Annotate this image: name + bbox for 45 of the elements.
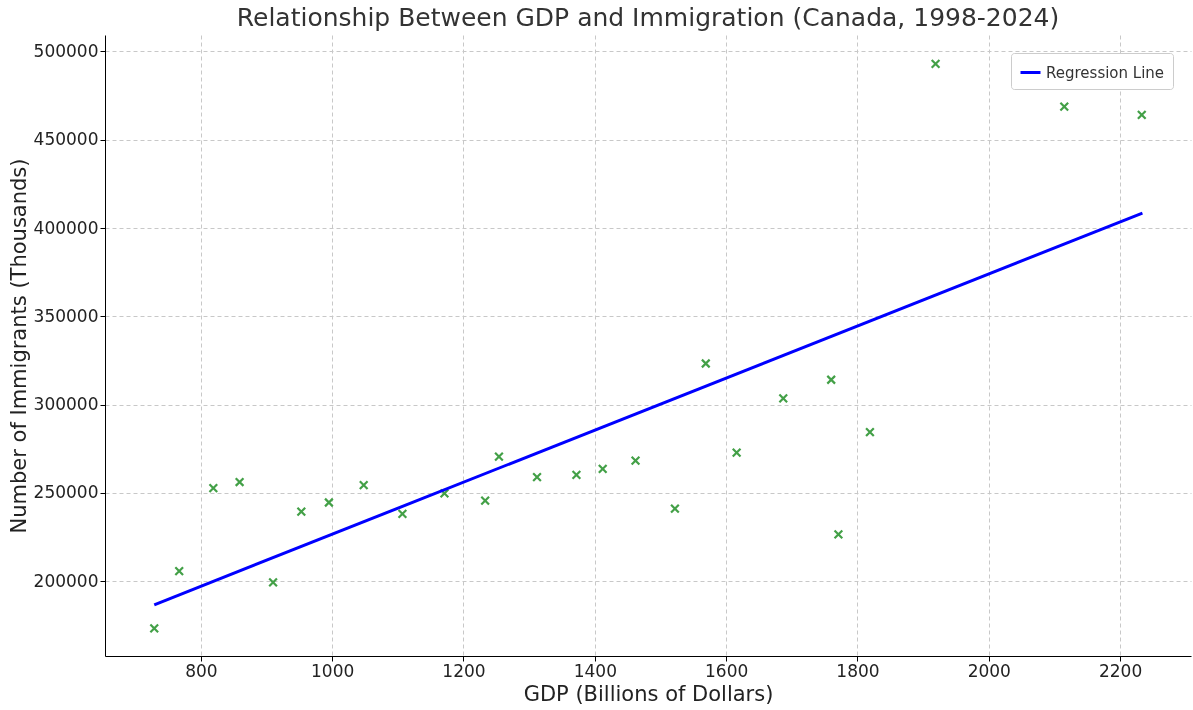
y-tick-label: 400000 [33, 217, 99, 238]
x-tick-label: 1200 [442, 660, 486, 681]
point [700, 358, 711, 369]
point [149, 623, 160, 634]
point [439, 488, 450, 499]
y-tick-label: 350000 [33, 305, 99, 326]
x-tick-label: 1000 [311, 660, 355, 681]
y-tick-label: 200000 [33, 570, 99, 591]
point [323, 497, 334, 508]
y-tick-label: 250000 [33, 482, 99, 503]
y-tick-label: 450000 [33, 129, 99, 150]
legend-label: Regression Line [1046, 63, 1165, 82]
point [864, 427, 875, 438]
x-tick-label: 1600 [705, 660, 749, 681]
point [778, 393, 789, 404]
point [397, 508, 408, 519]
point [1136, 109, 1147, 120]
point [833, 529, 844, 540]
y-axis-title: Number of Immigrants (Thousands) [6, 158, 31, 534]
point [597, 463, 608, 474]
x-tick-label: 1400 [573, 660, 617, 681]
x-axis-title: GDP (Billions of Dollars) [523, 681, 774, 706]
point [571, 469, 582, 480]
point [1059, 101, 1070, 112]
point [234, 477, 245, 487]
x-tick-label: 2200 [1098, 660, 1143, 681]
point [630, 455, 641, 466]
point [532, 472, 543, 483]
point [358, 480, 369, 491]
point [930, 58, 941, 69]
point [174, 566, 185, 577]
point [208, 483, 219, 494]
point [296, 506, 307, 517]
point [480, 495, 491, 506]
x-tick-label: 1800 [836, 660, 880, 681]
point [669, 503, 680, 514]
x-tick-label: 2000 [967, 660, 1011, 681]
chart-title: Relationship Between GDP and Immigration (Canada, 1998-2024) [236, 3, 1060, 32]
point [493, 451, 504, 462]
point [826, 374, 837, 385]
y-tick-label: 300000 [33, 394, 99, 415]
point [731, 447, 742, 458]
y-tick-label: 500000 [33, 40, 99, 61]
x-tick-label: 800 [185, 660, 218, 681]
point [268, 577, 279, 588]
